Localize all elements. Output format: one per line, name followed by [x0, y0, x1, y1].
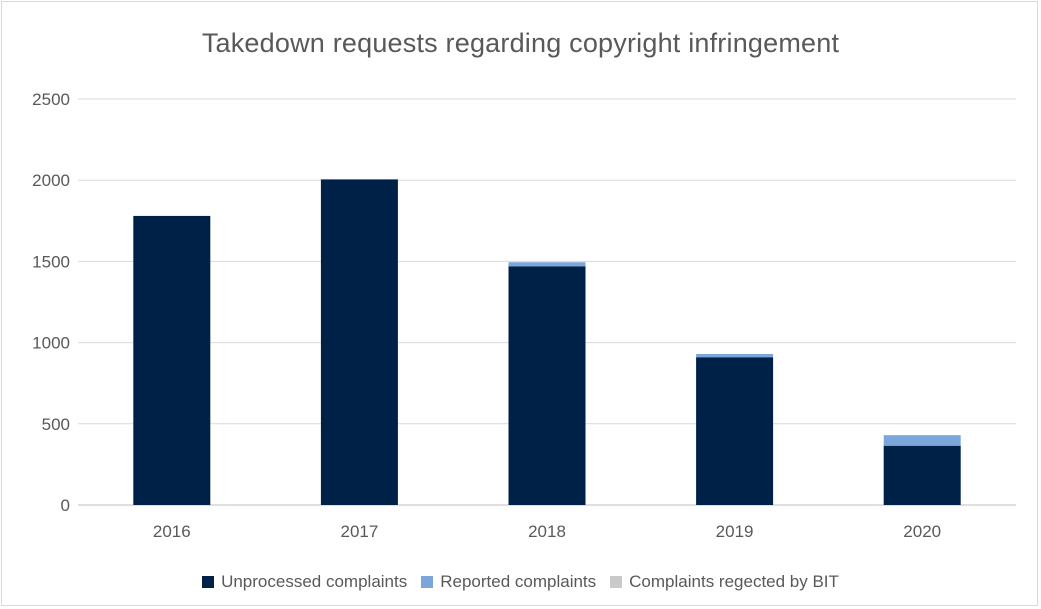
- legend-item: Unprocessed complaints: [202, 572, 407, 592]
- chart-legend: Unprocessed complaints Reported complaint…: [0, 572, 1041, 592]
- bar-unprocessed-complaints-2020: [883, 445, 961, 505]
- bar-unprocessed-complaints-2016: [133, 215, 211, 506]
- legend-label: Unprocessed complaints: [221, 572, 408, 591]
- bar-reported-complaints-2019: [696, 353, 774, 358]
- x-tick-label: 2017: [340, 522, 378, 541]
- x-tick-label: 2018: [528, 522, 566, 541]
- legend-label: Reported complaints: [440, 572, 597, 591]
- legend-label: Complaints regected by BIT: [629, 572, 839, 591]
- y-tick-label: 500: [42, 415, 70, 434]
- bar-unprocessed-complaints-2018: [508, 266, 586, 505]
- x-tick-label: 2016: [153, 522, 191, 541]
- legend-swatch: [202, 576, 215, 588]
- y-tick-label: 1500: [32, 252, 70, 271]
- x-tick-label: 2020: [903, 522, 941, 541]
- legend-swatch: [421, 576, 434, 588]
- legend-swatch: [610, 576, 623, 588]
- bar-reported-complaints-2020: [883, 435, 961, 446]
- legend-item: Reported complaints: [421, 572, 596, 592]
- y-tick-label: 2000: [32, 171, 70, 190]
- y-tick-label: 2500: [32, 90, 70, 109]
- bar-unprocessed-complaints-2019: [696, 357, 774, 505]
- legend-item: Complaints regected by BIT: [610, 572, 839, 592]
- bar-reported-complaints-2018: [508, 262, 586, 267]
- bar-unprocessed-complaints-2017: [320, 179, 398, 505]
- y-tick-label: 0: [61, 496, 70, 515]
- x-tick-label: 2019: [716, 522, 754, 541]
- chart-title: Takedown requests regarding copyright in…: [201, 28, 840, 58]
- y-tick-label: 1000: [32, 334, 70, 353]
